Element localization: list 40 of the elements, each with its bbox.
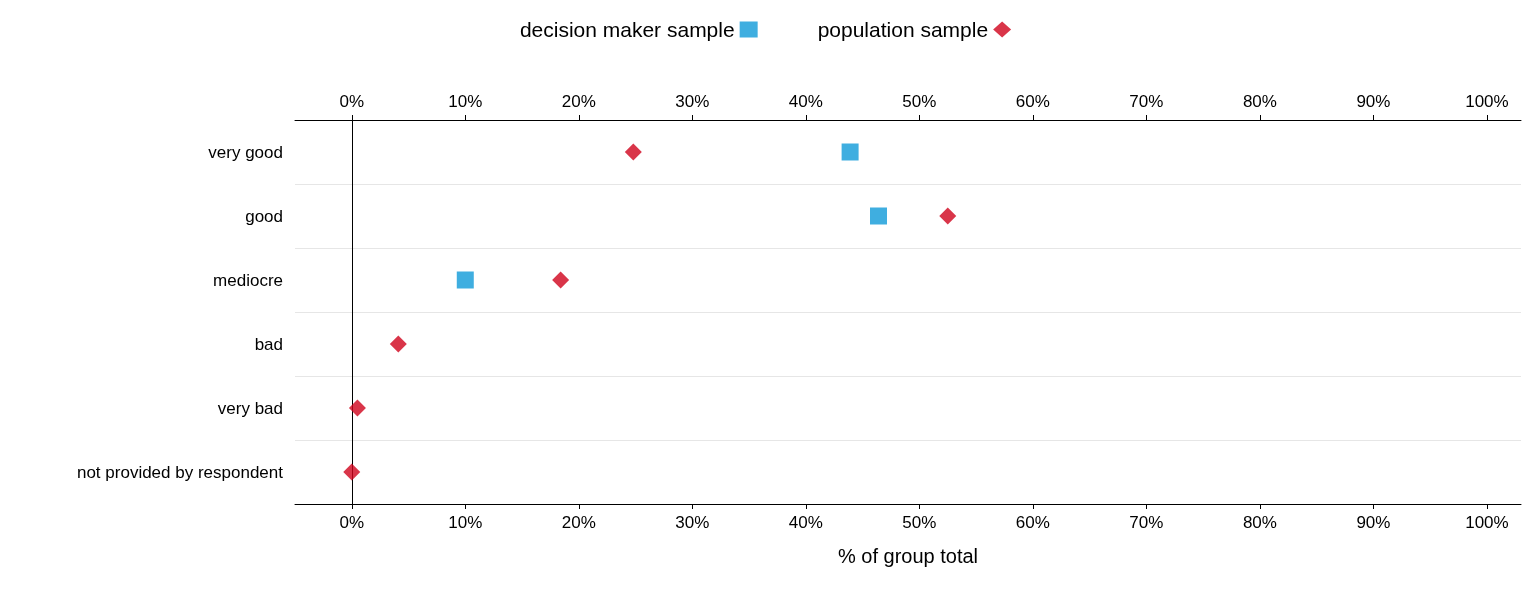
y-tick-label: bad xyxy=(254,334,283,354)
x2-tick-label: 70% xyxy=(1129,92,1164,111)
x-tick-label: 0% xyxy=(339,513,365,532)
point xyxy=(389,335,407,353)
point xyxy=(939,207,957,225)
x-tick-label: 60% xyxy=(1015,513,1050,532)
point xyxy=(624,143,642,161)
x2-tick-label: 50% xyxy=(902,92,937,111)
legend-label: population sample xyxy=(817,18,989,41)
x2-tick-label: 60% xyxy=(1015,92,1050,111)
y-tick-label: good xyxy=(245,206,283,226)
x-tick-label: 30% xyxy=(675,513,710,532)
x-tick-label: 100% xyxy=(1465,513,1509,532)
x-tick-label: 90% xyxy=(1356,513,1391,532)
y-tick-label: not provided by respondent xyxy=(76,462,284,482)
x-tick-label: 70% xyxy=(1129,513,1164,532)
x2-tick-label: 80% xyxy=(1242,92,1277,111)
x2-tick-label: 100% xyxy=(1465,92,1509,111)
point xyxy=(841,143,859,161)
point xyxy=(869,207,887,225)
x2-tick-label: 40% xyxy=(788,92,823,111)
x2-tick-label: 10% xyxy=(448,92,483,111)
x-tick-label: 40% xyxy=(788,513,823,532)
x-tick-label: 50% xyxy=(902,513,937,532)
point xyxy=(343,463,361,481)
x2-tick-label: 0% xyxy=(339,92,365,111)
x2-tick-label: 90% xyxy=(1356,92,1391,111)
x-axis-title: % of group total xyxy=(837,545,979,567)
x2-tick-label: 20% xyxy=(561,92,596,111)
legend-label: decision maker sample xyxy=(519,18,735,41)
x-tick-label: 10% xyxy=(448,513,483,532)
y-tick-label: mediocre xyxy=(213,270,283,290)
x-tick-label: 20% xyxy=(561,513,596,532)
y-tick-label: very good xyxy=(208,142,283,162)
point xyxy=(456,271,474,289)
x-tick-label: 80% xyxy=(1242,513,1277,532)
y-tick-label: very bad xyxy=(217,398,283,418)
point xyxy=(552,271,570,289)
point xyxy=(348,399,366,417)
x2-tick-label: 30% xyxy=(675,92,710,111)
